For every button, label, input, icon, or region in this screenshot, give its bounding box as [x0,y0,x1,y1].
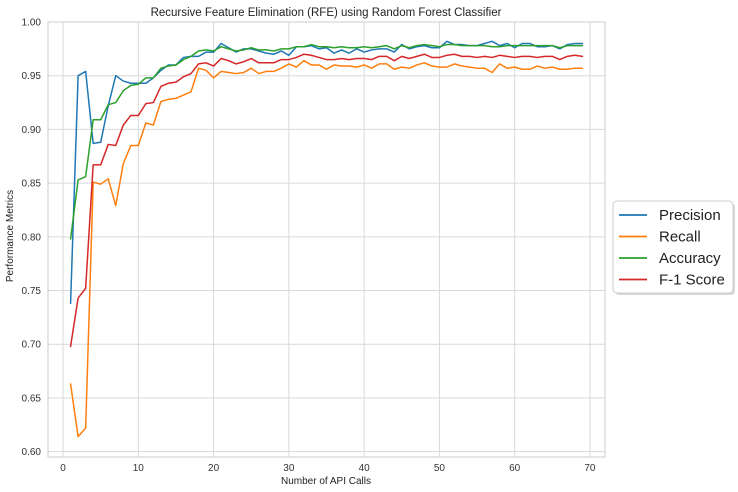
y-tick-label: 0.60 [22,447,42,458]
y-tick-label: 0.95 [22,71,42,82]
x-tick-label: 60 [509,463,521,474]
y-tick-label: 1.00 [22,18,42,29]
legend-label: Recall [659,229,701,246]
legend-label: F-1 Score [659,272,725,289]
chart-title: Recursive Feature Elimination (RFE) usin… [151,7,502,19]
y-tick-label: 0.90 [22,125,42,136]
plot-background [48,22,605,457]
legend-label: Accuracy [659,250,721,267]
legend: Precision Recall Accuracy F-1 Score [612,200,735,295]
series-line-recall [69,59,584,438]
legend-label: Precision [659,207,721,224]
series-line-f-1-score [69,53,584,348]
x-tick-label: 50 [434,463,446,474]
y-axis-label: Performance Metrics [5,190,16,282]
x-tick-label: 10 [133,463,145,474]
legend-box [612,200,734,294]
x-tick-label: 40 [359,463,371,474]
plot-frame [47,21,606,458]
x-tick-label: 20 [208,463,220,474]
series-line-accuracy [69,43,584,240]
y-tick-label: 0.85 [22,179,42,190]
y-tick-label: 0.70 [22,340,42,351]
y-tick-label: 0.65 [22,393,42,404]
x-tick-label: 30 [283,463,295,474]
y-tick-label: 0.80 [22,232,42,243]
x-axis-label: Number of API Calls [281,476,371,487]
y-tick-label: 0.75 [22,286,42,297]
plot-area: 0 10 20 30 40 50 60 70 0.60 0.65 0.70 0.75 0.80 0.85 0… [22,18,606,474]
x-tick-label: 70 [584,463,596,474]
x-tick-label: 0 [60,463,66,474]
